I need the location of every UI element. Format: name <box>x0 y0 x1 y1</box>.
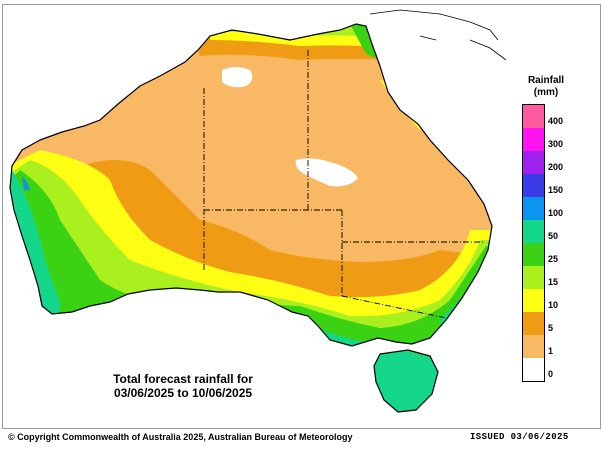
legend-swatch-50 <box>523 220 544 243</box>
legend-label-5: 5 <box>548 323 554 333</box>
legend-title-text: Rainfall <box>527 75 565 86</box>
legend-swatch-1 <box>523 335 544 358</box>
legend-label-10: 10 <box>548 300 559 310</box>
caption-line-2: 03/06/2025 to 10/06/2025 <box>113 386 253 400</box>
legend-label-50: 50 <box>548 231 559 241</box>
legend-label-200: 200 <box>548 162 564 172</box>
map-caption: Total forecast rainfall for 03/06/2025 t… <box>88 372 278 400</box>
legend-swatch-5 <box>523 312 544 335</box>
legend-label-25: 25 <box>548 254 559 264</box>
legend-label-150: 150 <box>548 185 564 195</box>
legend-unit-text: (mm) <box>533 87 559 98</box>
legend-label-15: 15 <box>548 277 559 287</box>
new-guinea-outline <box>369 9 507 61</box>
legend-swatch-100 <box>523 197 544 220</box>
caption-line-1: Total forecast rainfall for <box>113 372 253 386</box>
legend-swatch-10 <box>523 289 544 312</box>
state-borders <box>203 50 484 319</box>
legend-swatch-15 <box>523 266 544 289</box>
mainland-coastline <box>9 23 493 347</box>
legend-label-300: 300 <box>548 139 564 149</box>
legend-colorbar <box>522 104 545 382</box>
legend-title: Rainfall (mm) <box>516 75 576 99</box>
legend-swatch-200 <box>523 151 544 174</box>
legend-label-100: 100 <box>548 208 564 218</box>
legend-swatch-400 <box>523 105 544 128</box>
legend-label-0: 0 <box>548 369 554 379</box>
legend-label-1: 1 <box>548 346 554 356</box>
tasmania-coastline <box>373 349 439 413</box>
legend-swatch-25 <box>523 243 544 266</box>
copyright-notice: © Copyright Commonwealth of Australia 20… <box>8 432 353 442</box>
legend-swatch-300 <box>523 128 544 151</box>
legend-swatch-0 <box>523 358 544 381</box>
issued-date: ISSUED 03/06/2025 <box>470 432 569 442</box>
legend-label-400: 400 <box>548 116 564 126</box>
legend-swatch-150 <box>523 174 544 197</box>
